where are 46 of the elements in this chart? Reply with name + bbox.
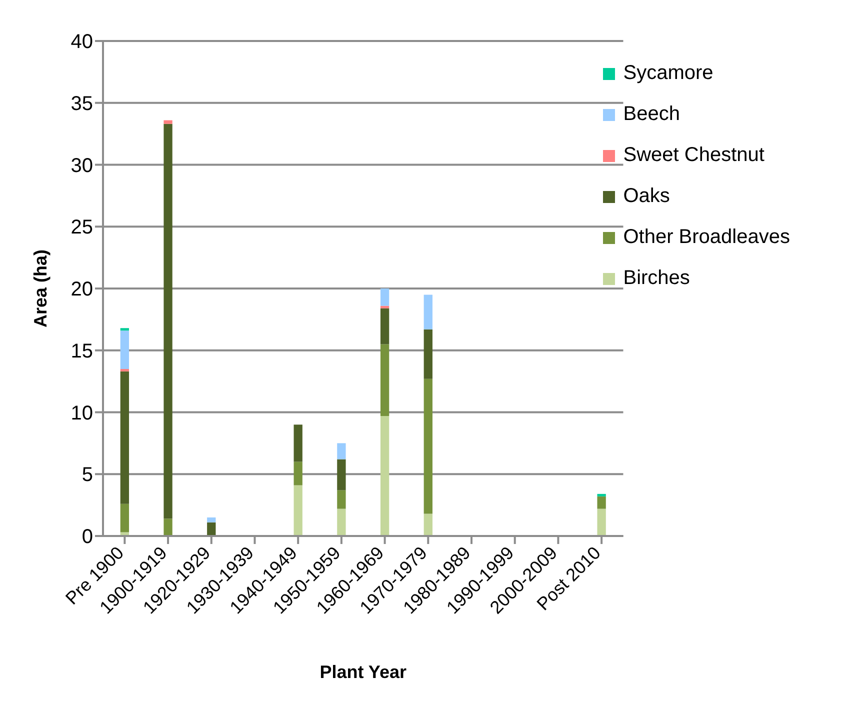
y-tick-label: 30 bbox=[70, 154, 93, 177]
bar bbox=[120, 371, 130, 504]
bar bbox=[380, 344, 390, 416]
bar bbox=[207, 522, 216, 536]
bar bbox=[164, 120, 172, 124]
bar bbox=[164, 518, 172, 536]
y-tick-label: 15 bbox=[70, 340, 93, 362]
y-axis-title: Area (ha) bbox=[30, 249, 50, 328]
bar bbox=[380, 308, 390, 344]
bar bbox=[294, 424, 302, 462]
y-tick-label: 25 bbox=[70, 216, 93, 239]
bar bbox=[597, 508, 606, 536]
bar bbox=[120, 330, 130, 369]
bar bbox=[337, 508, 346, 536]
bar bbox=[424, 294, 432, 330]
y-tick-label: 20 bbox=[70, 278, 93, 301]
legend-label: Birches bbox=[623, 267, 690, 290]
y-tick-label: 0 bbox=[82, 526, 93, 548]
legend-label: Sycamore bbox=[623, 62, 714, 85]
bar bbox=[120, 368, 130, 372]
legend-label: Oaks bbox=[623, 185, 670, 208]
legend-label: Beech bbox=[623, 103, 680, 126]
legend-label: Sweet Chestnut bbox=[623, 144, 764, 167]
bar bbox=[164, 124, 172, 519]
x-axis-title: Plant Year bbox=[320, 662, 406, 682]
y-tick-label: 5 bbox=[82, 464, 93, 486]
bar bbox=[294, 485, 302, 536]
y-tick-label: 40 bbox=[70, 31, 93, 54]
bar bbox=[424, 378, 432, 514]
bar bbox=[380, 416, 390, 536]
bar bbox=[597, 494, 606, 496]
bar bbox=[380, 288, 390, 306]
bar bbox=[337, 443, 346, 460]
bar bbox=[120, 504, 130, 532]
bar bbox=[337, 459, 346, 490]
y-tick-label: 35 bbox=[70, 92, 93, 115]
bar bbox=[294, 462, 302, 486]
legend-label: Other Broadleaves bbox=[623, 226, 790, 249]
bar bbox=[424, 329, 432, 379]
bar bbox=[380, 306, 390, 308]
bar bbox=[120, 328, 130, 331]
bar bbox=[207, 517, 216, 522]
y-tick-label: 10 bbox=[70, 402, 93, 424]
bar bbox=[424, 514, 432, 536]
bar bbox=[597, 496, 606, 509]
bar bbox=[337, 490, 346, 509]
